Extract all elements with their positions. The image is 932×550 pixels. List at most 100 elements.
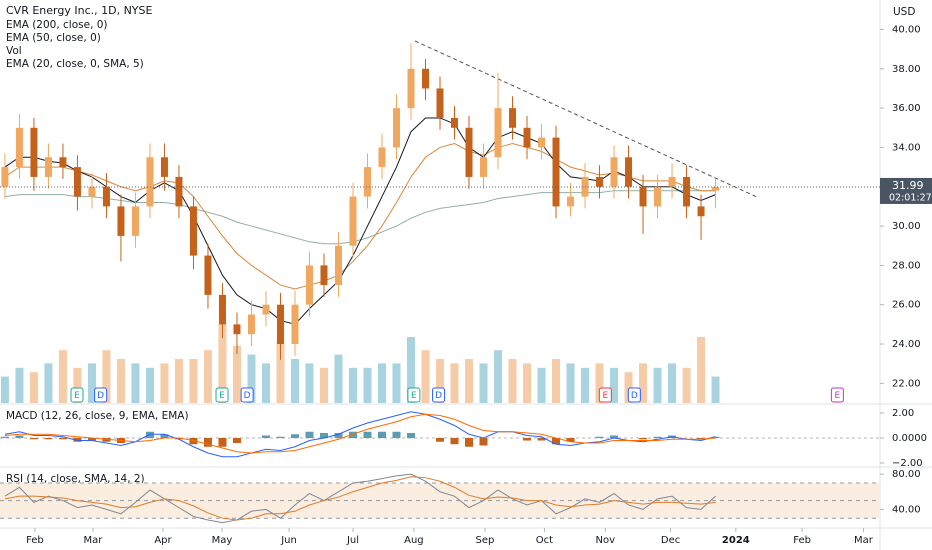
event-label: D bbox=[97, 391, 104, 401]
volume-bar bbox=[668, 363, 677, 403]
volume-bar bbox=[610, 367, 619, 403]
histogram-bar bbox=[697, 438, 706, 440]
y-tick-label: 26.00 bbox=[892, 300, 921, 311]
volume-bar bbox=[29, 372, 38, 403]
histogram-bar bbox=[552, 438, 561, 445]
volume-bar bbox=[624, 372, 633, 403]
volume-bar bbox=[276, 341, 285, 403]
volume-bar bbox=[160, 363, 169, 403]
histogram-bar bbox=[261, 435, 270, 438]
volume-bar bbox=[203, 350, 212, 403]
candle-body bbox=[247, 314, 255, 335]
volume-bar bbox=[508, 359, 517, 403]
candle-body bbox=[88, 186, 96, 197]
volume-bar bbox=[479, 363, 488, 403]
candle-body bbox=[146, 157, 154, 207]
event-label: E bbox=[219, 391, 225, 401]
candle-body bbox=[668, 176, 676, 187]
candle-body bbox=[480, 157, 488, 177]
indicator-line bbox=[4, 411, 716, 458]
volume-bar bbox=[73, 367, 82, 403]
candle-body bbox=[421, 68, 429, 89]
candle-body bbox=[349, 196, 357, 246]
histogram-bar bbox=[566, 438, 575, 442]
chart-title: CVR Energy Inc., 1D, NYSE bbox=[6, 4, 152, 17]
histogram-bar bbox=[160, 434, 169, 438]
histogram-bar bbox=[29, 438, 38, 440]
histogram-bar bbox=[232, 438, 241, 443]
candle-body bbox=[523, 127, 531, 148]
candle-body bbox=[552, 137, 560, 207]
volume-bar bbox=[0, 376, 9, 403]
y-tick-label: −2.00 bbox=[892, 458, 923, 469]
event-label: D bbox=[631, 391, 638, 401]
indicator-line bbox=[4, 473, 716, 524]
candle-body bbox=[596, 176, 604, 187]
y-tick-label: 22.00 bbox=[892, 378, 921, 389]
event-marker bbox=[598, 387, 612, 403]
candle-body bbox=[1, 167, 9, 187]
last-price-tag bbox=[880, 177, 932, 204]
indicator-line bbox=[4, 117, 716, 325]
candle-body bbox=[189, 206, 197, 256]
volume-bar bbox=[189, 359, 198, 403]
candle-body bbox=[175, 176, 183, 207]
volume-bar bbox=[552, 359, 561, 403]
volume-bar bbox=[363, 367, 372, 403]
indicator-line bbox=[4, 476, 716, 521]
event-marker bbox=[830, 387, 844, 403]
candle-body bbox=[160, 157, 168, 177]
histogram-bar bbox=[334, 433, 343, 438]
indicator-label: EMA (50, close, 0) bbox=[6, 32, 101, 44]
histogram-bar bbox=[450, 438, 459, 445]
volume-bar bbox=[421, 350, 430, 403]
volume-bar bbox=[290, 359, 299, 403]
histogram-bar bbox=[102, 438, 111, 442]
histogram-bar bbox=[15, 435, 24, 438]
volume-bar bbox=[566, 363, 575, 403]
histogram-bar bbox=[377, 431, 386, 438]
volume-bar bbox=[682, 367, 691, 403]
currency: USD bbox=[893, 6, 915, 18]
candle-body bbox=[712, 186, 720, 191]
histogram-bar bbox=[174, 438, 183, 440]
y-tick-label: 34.00 bbox=[892, 142, 921, 153]
y-tick-label: 0.0000 bbox=[892, 433, 927, 444]
histogram-bar bbox=[87, 438, 96, 441]
y-tick-label: 40.00 bbox=[892, 24, 921, 35]
histogram-bar bbox=[595, 436, 604, 438]
volume-bar bbox=[334, 354, 343, 403]
x-tick-label: Mar bbox=[854, 535, 874, 546]
volume-bar bbox=[392, 363, 401, 403]
candle-body bbox=[625, 157, 633, 187]
volume-bar bbox=[87, 363, 96, 403]
candle-body bbox=[363, 167, 371, 197]
candle-body bbox=[654, 186, 662, 207]
histogram-bar bbox=[392, 431, 401, 438]
y-tick-label: 38.00 bbox=[892, 64, 921, 75]
histogram-bar bbox=[290, 434, 299, 438]
candle-body bbox=[494, 108, 502, 158]
candle-body bbox=[102, 186, 110, 207]
event-marker bbox=[432, 387, 446, 403]
candle-body bbox=[610, 157, 618, 187]
volume-bar bbox=[465, 359, 474, 403]
x-tick-label: Jul bbox=[346, 535, 359, 546]
volume-bar bbox=[711, 376, 720, 403]
y-tick-label: 30.00 bbox=[892, 221, 921, 232]
volume-bar bbox=[348, 367, 357, 403]
candle-body bbox=[44, 157, 52, 177]
y-tick-label: 24.00 bbox=[892, 339, 921, 350]
histogram-bar bbox=[406, 433, 415, 438]
volume-bar bbox=[581, 367, 590, 403]
volume-bar bbox=[116, 359, 125, 403]
histogram-bar bbox=[73, 438, 82, 442]
candle-body bbox=[291, 304, 299, 345]
candle-body bbox=[639, 186, 647, 207]
candle-body bbox=[59, 157, 67, 168]
x-tick-label: Aug bbox=[404, 535, 424, 546]
macd-title: MACD (12, 26, close, 9, EMA, EMA) bbox=[6, 410, 189, 422]
event-marker bbox=[94, 387, 108, 403]
indicator-label: EMA (200, close, 0) bbox=[6, 19, 108, 31]
